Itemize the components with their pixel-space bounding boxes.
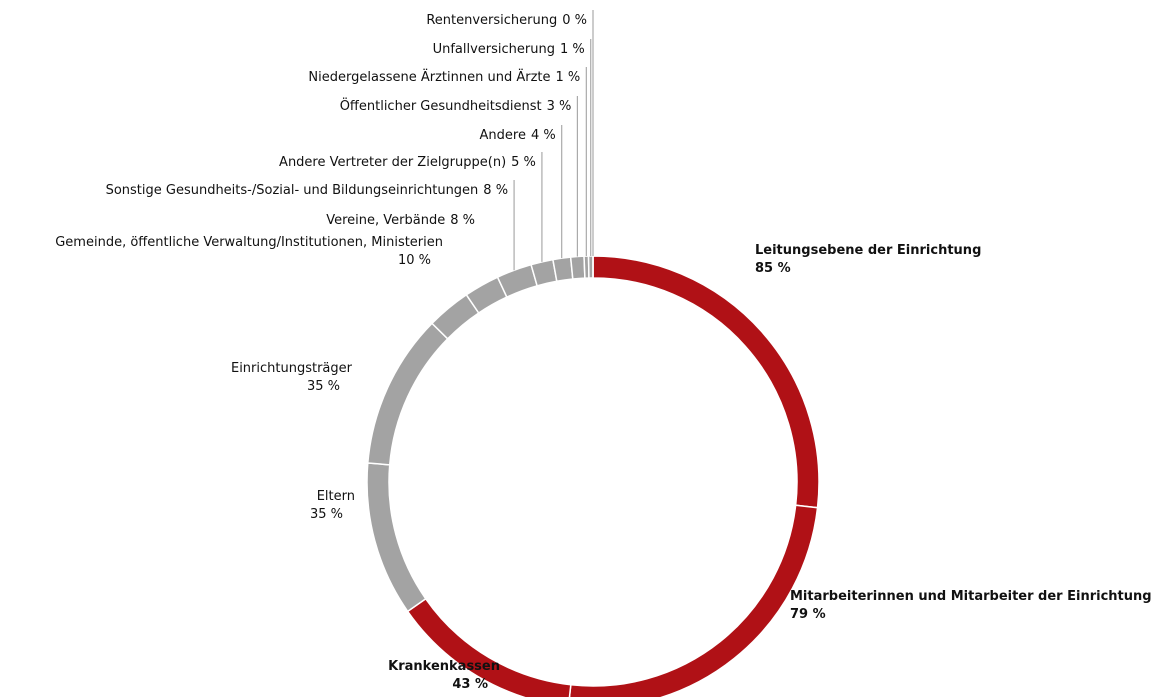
donut-segment <box>592 255 820 509</box>
segment-label: Andere Vertreter der Zielgruppe(n) 5 % <box>279 155 536 170</box>
donut-segment <box>552 256 574 283</box>
value-label: 43 % <box>452 677 488 692</box>
category-label: Andere Vertreter der Zielgruppe(n) <box>279 155 506 170</box>
category-label: Andere <box>480 128 526 143</box>
category-label: Einrichtungsträger <box>231 361 353 376</box>
category-label: Leitungsebene der Einrichtung <box>755 243 981 258</box>
value-label: 5 % <box>511 155 536 170</box>
segment-label: Unfallversicherung 1 % <box>433 42 585 57</box>
value-label: 35 % <box>307 379 340 394</box>
donut-segment <box>366 462 427 613</box>
segment-label: Niedergelassene Ärztinnen und Ärzte 1 % <box>308 69 580 85</box>
category-label: Rentenversicherung <box>426 13 557 28</box>
value-label: 8 % <box>450 213 475 228</box>
category-label: Unfallversicherung <box>433 42 555 57</box>
value-label: 1 % <box>560 42 585 57</box>
donut-segment <box>569 255 586 280</box>
value-label: 0 % <box>562 13 587 28</box>
value-label: 1 % <box>556 70 581 85</box>
category-label: Krankenkassen <box>388 659 500 674</box>
category-label: Eltern <box>317 489 355 504</box>
donut-segment <box>568 504 819 697</box>
category-label: Sonstige Gesundheits-/Sozial- und Bildun… <box>106 183 479 198</box>
segment-label: Sonstige Gesundheits-/Sozial- und Bildun… <box>106 183 509 198</box>
value-label: 35 % <box>310 507 343 522</box>
value-label: 79 % <box>790 607 826 622</box>
value-label: 10 % <box>398 253 431 268</box>
segment-label: Öffentlicher Gesundheitsdienst 3 % <box>340 97 572 114</box>
value-label: 3 % <box>547 99 572 114</box>
segment-label: Andere 4 % <box>480 128 556 143</box>
category-label: Vereine, Verbände <box>326 213 445 228</box>
category-label: Öffentlicher Gesundheitsdienst <box>340 97 542 114</box>
segment-label: Rentenversicherung 0 % <box>426 13 587 28</box>
category-label: Gemeinde, öffentliche Verwaltung/Institu… <box>55 235 443 250</box>
segment-label: Vereine, Verbände 8 % <box>326 213 475 228</box>
value-label: 85 % <box>755 261 791 276</box>
donut-segment <box>406 597 572 697</box>
value-label: 4 % <box>531 128 556 143</box>
category-label: Niedergelassene Ärztinnen und Ärzte <box>308 69 550 85</box>
category-label: Mitarbeiterinnen und Mitarbeiter der Ein… <box>790 589 1152 604</box>
value-label: 8 % <box>483 183 508 198</box>
donut-segment <box>366 322 449 466</box>
